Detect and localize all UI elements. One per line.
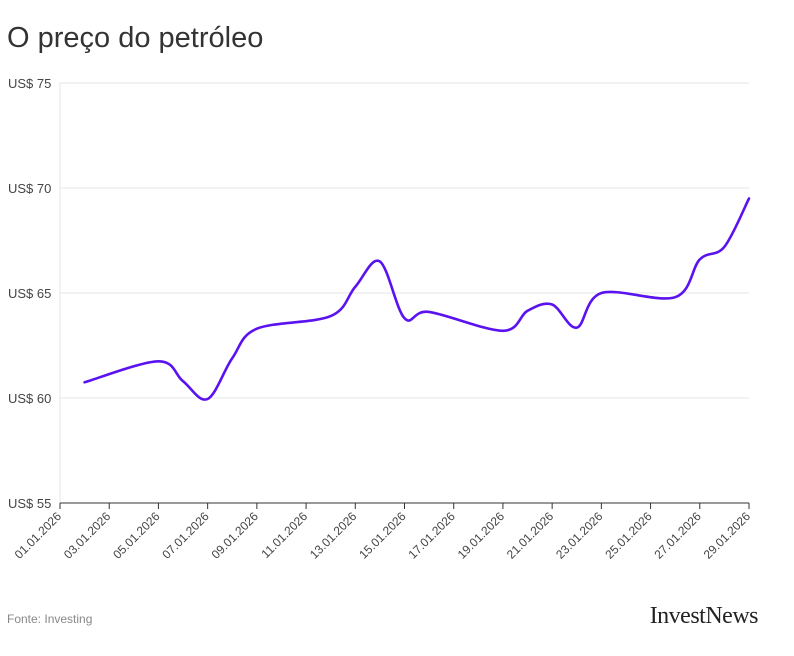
x-tick-label: 09.01.2026 [209,509,262,562]
y-tick-label: US$ 70 [8,181,51,196]
x-tick-label: 25.01.2026 [602,509,655,562]
x-axis-ticks: 01.01.202603.01.202605.01.202607.01.2026… [12,503,754,562]
y-tick-label: US$ 55 [8,496,51,511]
x-tick-label: 07.01.2026 [159,509,212,562]
x-tick-label: 27.01.2026 [652,509,705,562]
y-tick-label: US$ 75 [8,76,51,91]
source-note: Fonte: Investing [7,612,93,626]
x-tick-label: 01.01.2026 [12,509,65,562]
x-tick-label: 23.01.2026 [553,509,606,562]
x-tick-label: 15.01.2026 [356,509,409,562]
chart-title: O preço do petróleo [7,22,264,54]
x-tick-label: 21.01.2026 [504,509,557,562]
y-tick-label: US$ 60 [8,391,51,406]
y-tick-label: US$ 65 [8,286,51,301]
x-tick-label: 19.01.2026 [455,509,508,562]
grid-lines [59,82,749,504]
brand-logo: InvestNews [649,603,759,629]
x-tick-label: 05.01.2026 [110,509,163,562]
x-tick-label: 29.01.2026 [701,509,754,562]
y-axis-ticks: US$ 55 US$ 60 US$ 65 US$ 70 US$ 75 [8,76,51,511]
x-tick-label: 11.01.2026 [258,509,310,561]
x-tick-label: 17.01.2026 [405,509,458,562]
plot-area [83,197,751,401]
x-tick-label: 13.01.2026 [307,509,360,562]
line-chart: US$ 55 US$ 60 US$ 65 US$ 70 US$ 75 01.01.202… [8,76,754,562]
x-tick-label: 03.01.2026 [61,509,114,562]
series-line [83,197,751,401]
